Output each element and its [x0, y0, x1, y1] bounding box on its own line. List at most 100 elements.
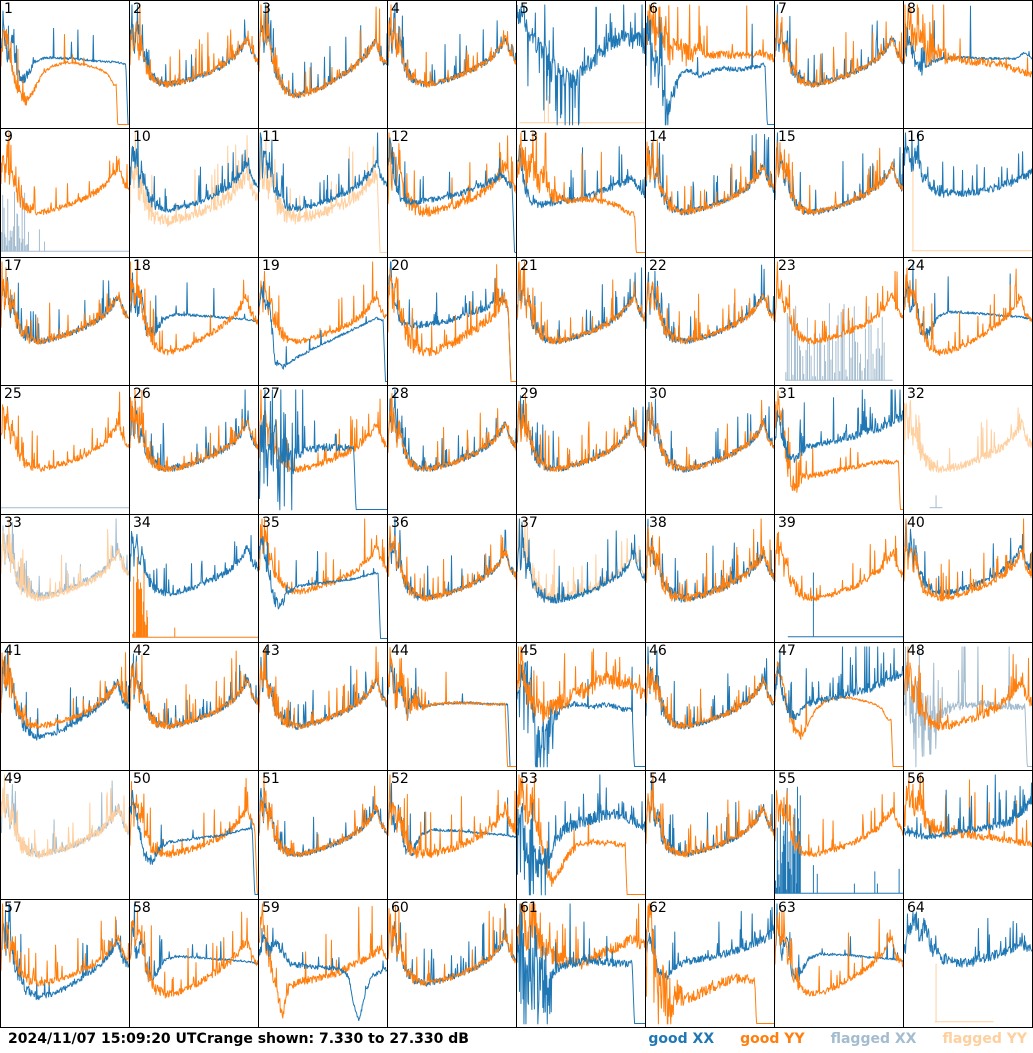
spectrum-panel[interactable]: 14: [646, 129, 775, 258]
spectrum-panel[interactable]: 19: [259, 257, 388, 387]
spectrum-panel[interactable]: 55: [775, 771, 904, 900]
spectrum-panel[interactable]: 35: [259, 514, 388, 643]
trace-good-yy: [388, 903, 516, 986]
spectra-grid: 1 2 3 4 5 6 7 8 9 10 11 12 13 14 15 16 17 18 19 20 21 22 23 24 2…: [0, 0, 1033, 1028]
spectrum-panel[interactable]: 63: [775, 899, 904, 1028]
panel-number: 1: [4, 1, 13, 17]
spectrum-panel[interactable]: 21: [517, 257, 646, 387]
spectrum-panel[interactable]: 8: [904, 1, 1033, 130]
spectrum-panel[interactable]: 44: [388, 642, 517, 772]
spectrum-plot: [388, 261, 516, 382]
spectrum-panel[interactable]: 38: [646, 514, 775, 643]
spectrum-panel[interactable]: 5: [517, 1, 646, 130]
spectrum-panel[interactable]: 25: [1, 386, 130, 515]
trace-good-xx: [1, 10, 129, 125]
spectrum-panel[interactable]: 54: [646, 771, 775, 900]
spectrum-plot: [646, 398, 774, 473]
trace-good-yy: [775, 790, 903, 858]
spectrum-panel[interactable]: 50: [130, 771, 259, 900]
spectrum-plot: [517, 4, 645, 126]
spectrum-panel[interactable]: 28: [388, 386, 517, 515]
spectrum-panel[interactable]: 34: [130, 514, 259, 643]
trace-good-yy: [646, 281, 774, 344]
spectrum-panel[interactable]: 23: [775, 257, 904, 387]
trace-good-yy: [1, 261, 129, 345]
spectrum-panel[interactable]: 15: [775, 129, 904, 258]
spectrum-panel[interactable]: 7: [775, 1, 904, 130]
spectrum-panel[interactable]: 20: [388, 257, 517, 387]
trace-good-yy: [646, 399, 774, 473]
spectrum-panel[interactable]: 39: [775, 514, 904, 643]
spectrum-panel[interactable]: 26: [130, 386, 259, 515]
spectrum-plot: [1, 10, 129, 125]
panel-number: 29: [520, 386, 538, 403]
spectrum-panel[interactable]: 13: [517, 129, 646, 258]
spectrum-panel[interactable]: 48: [904, 642, 1033, 772]
spectrum-panel[interactable]: 32: [904, 386, 1033, 515]
spectrum-panel[interactable]: 11: [259, 129, 388, 258]
trace-good-yy: [775, 141, 903, 216]
spectrum-panel[interactable]: 60: [388, 899, 517, 1028]
spectrum-panel[interactable]: 51: [259, 771, 388, 900]
spectrum-panel[interactable]: 29: [517, 386, 646, 515]
spectrum-panel[interactable]: 9: [1, 129, 130, 258]
spectrum-panel[interactable]: 3: [259, 1, 388, 130]
spectrum-plot: [259, 132, 387, 254]
panel-number: 63: [778, 899, 796, 916]
spectrum-panel[interactable]: 12: [388, 129, 517, 258]
spike-train-good-yy: [132, 556, 258, 638]
spectrum-panel[interactable]: 2: [130, 1, 259, 130]
spectrum-panel[interactable]: 17: [1, 257, 130, 387]
spectrum-panel[interactable]: 1: [1, 1, 130, 130]
spectrum-panel[interactable]: 6: [646, 1, 775, 130]
spectrum-panel[interactable]: 57: [1, 899, 130, 1028]
panel-number: 36: [391, 514, 409, 531]
spectrum-plot: [517, 132, 645, 254]
spectrum-plot: [130, 261, 258, 356]
spectrum-plot: [130, 389, 258, 473]
trace-good-yy: [388, 646, 516, 767]
spectrum-panel[interactable]: 43: [259, 642, 388, 772]
spectrum-panel[interactable]: 61: [517, 899, 646, 1028]
panel-number: 53: [520, 771, 538, 788]
spectrum-panel[interactable]: 45: [517, 642, 646, 772]
spectrum-panel[interactable]: 40: [904, 514, 1033, 643]
spectrum-panel[interactable]: 18: [130, 257, 259, 387]
spectrum-panel[interactable]: 24: [904, 257, 1033, 387]
spectrum-panel[interactable]: 58: [130, 899, 259, 1028]
legend-item-flagged-yy: flagged YY: [942, 1031, 1027, 1047]
spectrum-panel[interactable]: 36: [388, 514, 517, 643]
spectrum-plot: [517, 646, 645, 768]
spectrum-panel[interactable]: 30: [646, 386, 775, 515]
trace-good-yy: [130, 778, 258, 896]
spectrum-panel[interactable]: 52: [388, 771, 517, 900]
spectrum-panel[interactable]: 49: [1, 771, 130, 900]
spectrum-panel[interactable]: 46: [646, 642, 775, 772]
trace-good-xx: [904, 911, 1032, 968]
spectrum-plot: [259, 646, 387, 730]
spectrum-panel[interactable]: 22: [646, 257, 775, 387]
spectrum-panel[interactable]: 27: [259, 386, 388, 515]
panel-number: 4: [391, 1, 400, 17]
spectrum-panel[interactable]: 47: [775, 642, 904, 772]
spectrum-panel[interactable]: 59: [259, 899, 388, 1028]
spectrum-plot: [388, 903, 516, 987]
spectrum-panel[interactable]: 10: [130, 129, 259, 258]
spectrum-panel[interactable]: 64: [904, 899, 1033, 1028]
spectrum-panel[interactable]: 41: [1, 642, 130, 772]
spectrum-panel[interactable]: 31: [775, 386, 904, 515]
trace-good-yy: [259, 4, 387, 99]
spectrum-panel[interactable]: 4: [388, 1, 517, 130]
spectrum-panel[interactable]: 33: [1, 514, 130, 643]
panel-number: 50: [133, 771, 151, 788]
spectrum-panel[interactable]: 62: [646, 899, 775, 1028]
spectrum-panel[interactable]: 16: [904, 129, 1033, 258]
spectrum-panel[interactable]: 53: [517, 771, 646, 900]
spectrum-plot: [904, 399, 1032, 509]
spectrum-panel[interactable]: 56: [904, 771, 1033, 900]
spectrum-panel[interactable]: 42: [130, 642, 259, 772]
spectrum-panel[interactable]: 37: [517, 514, 646, 643]
spectrum-plot: [259, 261, 387, 382]
panel-number: 22: [649, 257, 667, 274]
trace-good-xx: [517, 903, 645, 1025]
